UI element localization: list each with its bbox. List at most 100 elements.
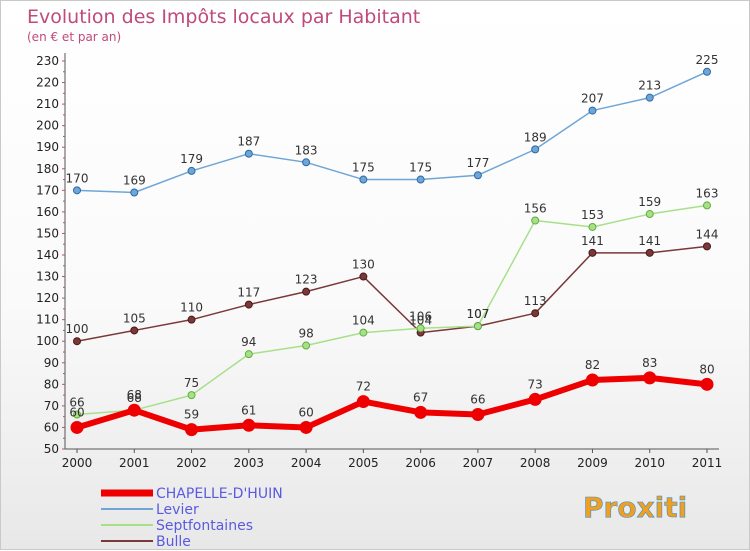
data-label: 68 [127,391,142,405]
data-point [643,371,657,385]
series-layer [70,67,714,437]
x-tick-label: 2008 [520,456,551,470]
data-point [531,216,540,225]
data-point [645,248,654,257]
y-tick-label: 190 [36,140,59,154]
data-point [242,418,256,432]
x-tick-label: 2000 [62,456,93,470]
data-point [700,377,714,391]
series-2 [73,201,711,419]
data-label: 60 [298,405,313,419]
legend-label: CHAPELLE-D'HUIN [156,486,283,502]
y-tick-label: 60 [44,420,59,434]
data-label: 153 [581,208,604,222]
data-point [187,315,196,324]
data-label: 107 [466,307,489,321]
data-point [645,210,654,219]
data-label: 213 [638,79,661,93]
data-point [302,158,311,167]
x-tick-label: 2005 [348,456,379,470]
x-tick-label: 2006 [405,456,436,470]
data-point [73,186,81,195]
data-label: 156 [524,202,547,216]
data-point [244,149,253,158]
data-label: 159 [638,195,661,209]
y-tick-label: 90 [44,356,59,370]
data-point [588,106,597,115]
data-label: 177 [466,156,489,170]
x-tick-label: 2004 [291,456,322,470]
chart-title: Evolution des Impôts locaux par Habitant [27,6,420,28]
y-tick-label: 160 [36,205,59,219]
y-tick-label: 210 [36,97,59,111]
data-point [473,322,482,331]
data-label: 66 [69,396,84,410]
data-point [73,410,81,419]
series-1 [73,67,711,197]
data-label: 100 [66,322,89,336]
data-label: 61 [241,403,256,417]
data-point [302,287,311,296]
data-point [73,337,81,346]
y-tick-label: 200 [36,119,59,133]
data-label: 82 [585,358,600,372]
data-point [359,272,368,281]
data-point [244,350,253,359]
data-point [416,324,425,333]
data-point [185,423,199,437]
proxiti-logo: Proxiti [583,491,687,524]
data-label: 187 [237,135,260,149]
data-point [127,403,141,417]
data-label: 169 [123,173,146,187]
data-label: 104 [409,314,432,328]
data-label: 75 [184,376,199,390]
data-label: 170 [66,171,89,185]
data-label: 179 [180,152,203,166]
y-tick-label: 80 [44,377,59,391]
data-label: 72 [356,380,371,394]
y-tick-label: 110 [36,313,59,327]
legend-label: Levier [156,502,199,518]
data-label: 67 [413,390,428,404]
data-point [299,420,313,434]
y-tick-label: 100 [36,334,59,348]
data-point [70,420,84,434]
y-tick-label: 120 [36,291,59,305]
data-point [471,408,485,422]
x-tick-label: 2009 [577,456,608,470]
data-label: 141 [581,234,604,248]
y-tick-label: 230 [36,54,59,68]
data-point [703,242,711,251]
axes: 50 60 70 80 90 100 110 120 130 140 150 160 170 180 190… [36,53,722,470]
data-label: 80 [699,362,714,376]
data-label: 94 [241,335,256,349]
legend-label: Septfontaines [156,518,253,534]
series-0 [70,371,714,437]
data-label: 107 [466,307,489,321]
data-label: 225 [696,53,719,67]
data-point [130,188,139,197]
series-line [76,245,708,342]
data-label: 175 [352,161,375,175]
y-tick-label: 220 [36,76,59,90]
data-point [359,175,368,184]
data-point [528,392,542,406]
legend-label: Bulle [156,534,191,550]
x-tick-label: 2002 [176,456,207,470]
data-label: 130 [352,258,375,272]
data-label: 141 [638,234,661,248]
data-label: 59 [184,408,199,422]
data-label: 60 [69,405,84,419]
y-tick-label: 150 [36,226,59,240]
series-3 [73,242,711,346]
data-label: 110 [180,301,203,315]
x-tick-label: 2011 [692,456,723,470]
data-label: 106 [409,309,432,323]
data-point [703,67,711,76]
y-tick-label: 170 [36,183,59,197]
data-label: 117 [237,286,260,300]
data-label: 163 [696,186,719,200]
data-label: 207 [581,92,604,106]
